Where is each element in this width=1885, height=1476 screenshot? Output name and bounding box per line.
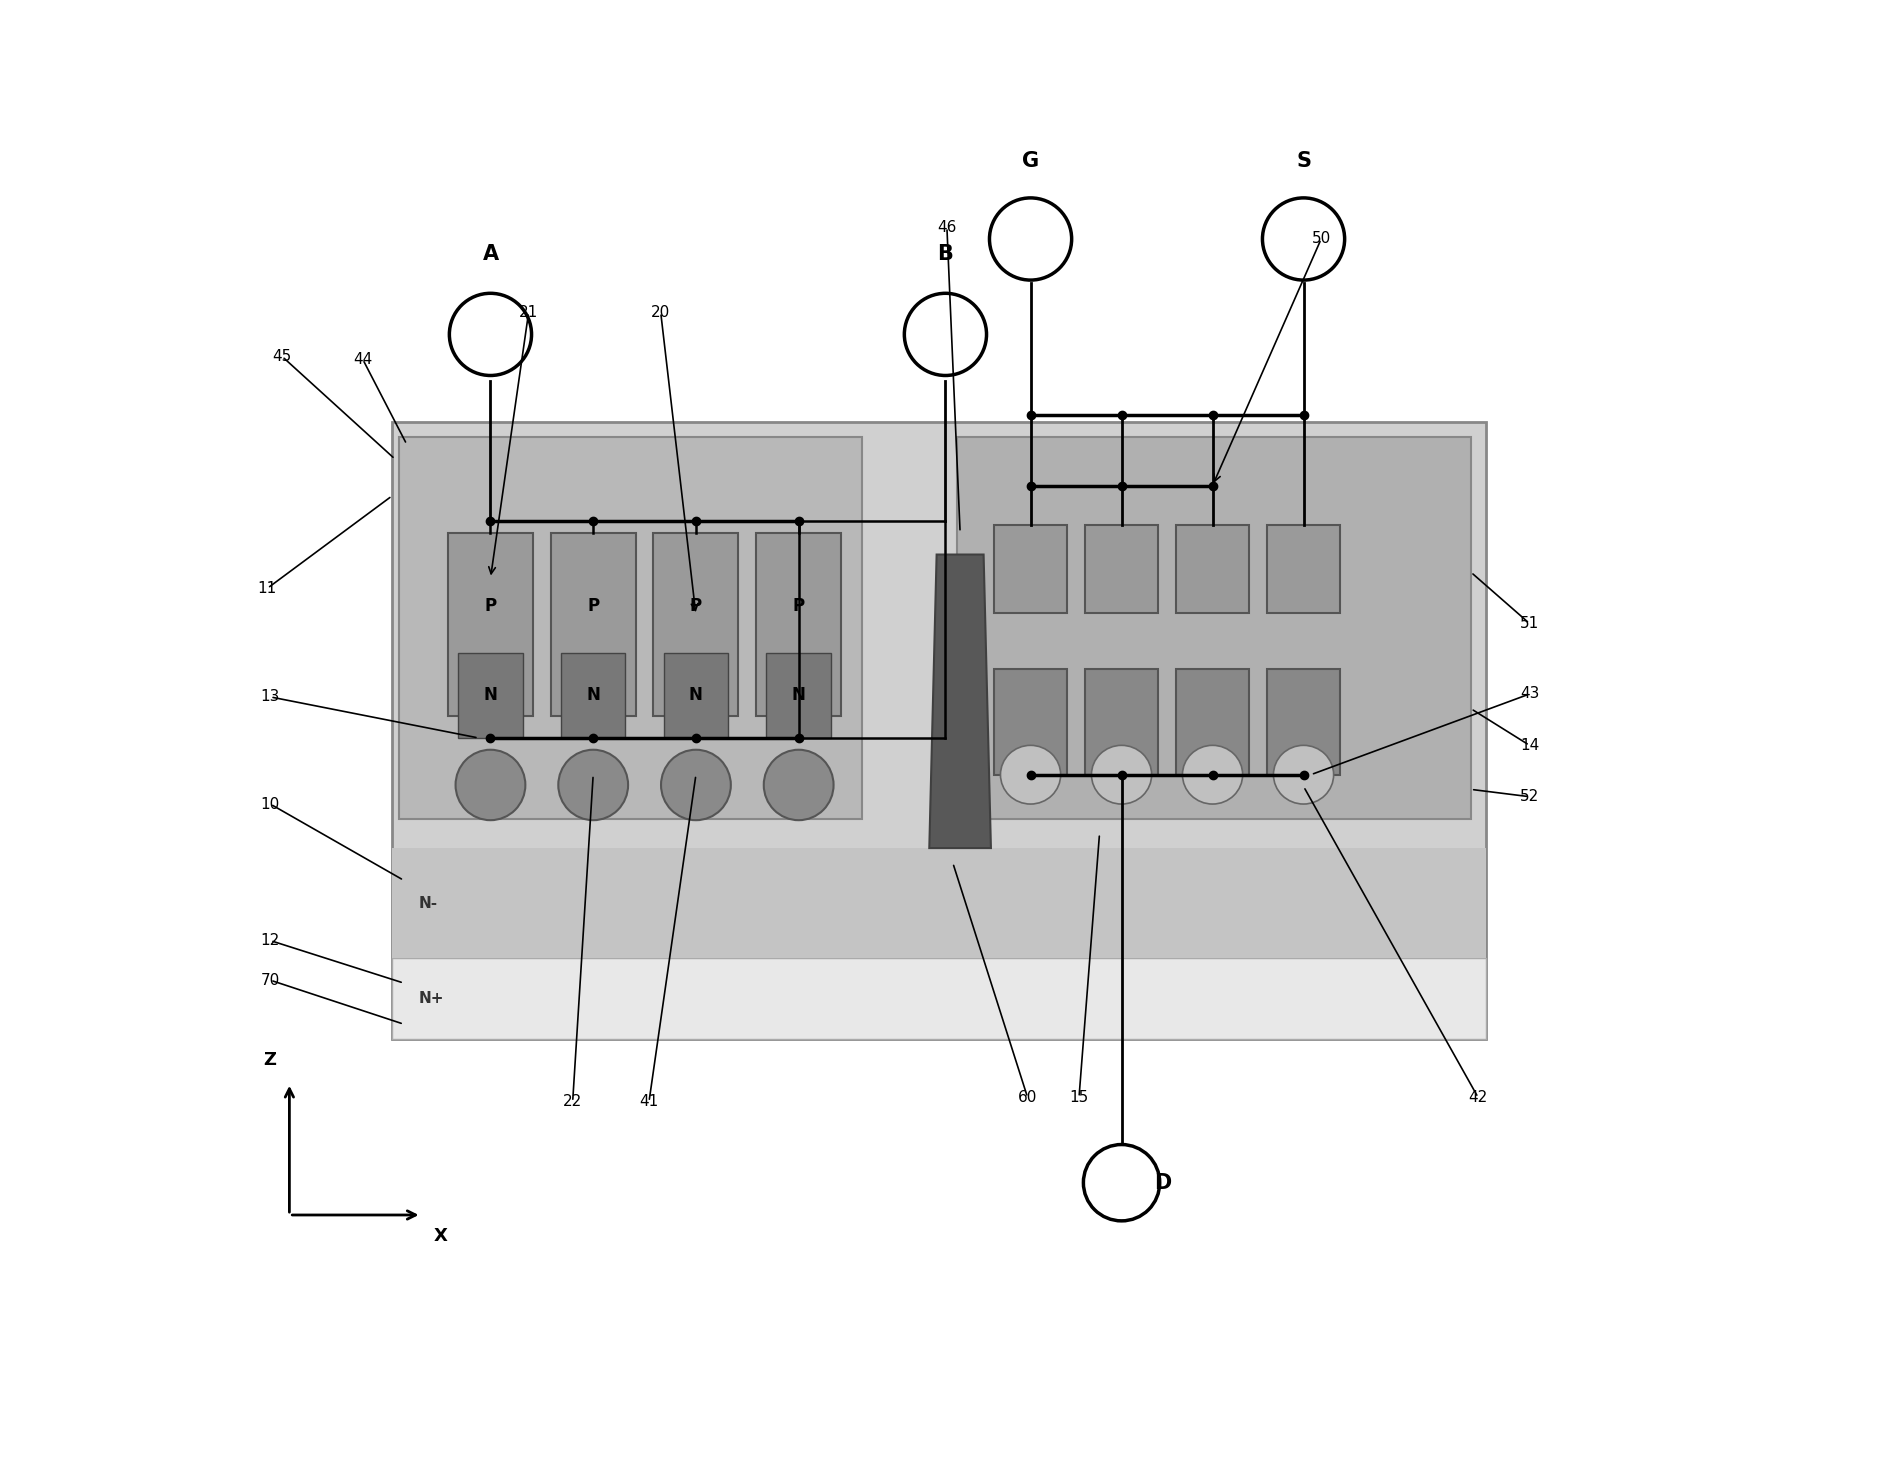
Bar	[1267, 669, 1340, 775]
Text: 11: 11	[258, 580, 277, 596]
Bar	[958, 437, 1470, 819]
Bar	[392, 422, 1485, 1039]
Text: 44: 44	[352, 351, 373, 368]
Polygon shape	[929, 555, 992, 849]
Ellipse shape	[1182, 745, 1242, 804]
Text: 22: 22	[564, 1095, 582, 1110]
Text: 43: 43	[1519, 686, 1540, 701]
Text: P: P	[586, 596, 599, 615]
Text: 14: 14	[1519, 738, 1540, 753]
Bar	[562, 652, 626, 738]
Bar	[400, 437, 861, 819]
Bar	[449, 533, 533, 716]
Text: N: N	[690, 686, 703, 704]
Bar	[392, 958, 1485, 1039]
Text: N: N	[792, 686, 805, 704]
Text: 10: 10	[260, 797, 281, 812]
Ellipse shape	[763, 750, 833, 821]
Ellipse shape	[662, 750, 731, 821]
Text: 42: 42	[1468, 1091, 1487, 1106]
Text: N-: N-	[418, 896, 437, 911]
Ellipse shape	[1091, 745, 1152, 804]
Circle shape	[905, 294, 986, 375]
Text: X: X	[434, 1228, 447, 1246]
Bar	[458, 652, 522, 738]
Text: D: D	[1154, 1173, 1171, 1193]
Text: Z: Z	[264, 1051, 275, 1069]
Ellipse shape	[558, 750, 628, 821]
Text: P: P	[792, 596, 805, 615]
Bar	[756, 533, 841, 716]
Circle shape	[449, 294, 532, 375]
Bar	[654, 533, 739, 716]
Ellipse shape	[456, 750, 526, 821]
Text: 13: 13	[260, 689, 281, 704]
Text: 60: 60	[1018, 1091, 1037, 1106]
Bar	[767, 652, 831, 738]
Bar	[664, 652, 728, 738]
Text: 52: 52	[1519, 790, 1540, 804]
Text: N: N	[484, 686, 498, 704]
Text: P: P	[690, 596, 701, 615]
Text: 21: 21	[518, 306, 539, 320]
Bar	[550, 533, 635, 716]
Text: 41: 41	[639, 1095, 658, 1110]
Ellipse shape	[1274, 745, 1333, 804]
Text: A: A	[483, 244, 498, 264]
Bar	[993, 669, 1067, 775]
Text: N+: N+	[418, 990, 445, 1007]
Text: 50: 50	[1312, 232, 1331, 246]
Bar	[1086, 669, 1157, 775]
Text: G: G	[1022, 152, 1039, 171]
Bar	[993, 525, 1067, 613]
Text: 20: 20	[650, 306, 671, 320]
Text: 70: 70	[260, 973, 281, 987]
Circle shape	[1084, 1144, 1159, 1221]
Bar	[1267, 525, 1340, 613]
Text: B: B	[937, 244, 954, 264]
Bar	[1086, 525, 1157, 613]
Bar	[392, 849, 1485, 958]
Bar	[1176, 669, 1250, 775]
Text: 45: 45	[273, 348, 292, 365]
Text: 12: 12	[260, 933, 281, 948]
Circle shape	[1263, 198, 1344, 280]
Text: P: P	[484, 596, 496, 615]
Text: 46: 46	[937, 220, 956, 235]
Bar	[1176, 525, 1250, 613]
Circle shape	[990, 198, 1073, 280]
Ellipse shape	[1001, 745, 1061, 804]
Text: N: N	[586, 686, 599, 704]
Text: 15: 15	[1069, 1091, 1090, 1106]
Text: S: S	[1297, 152, 1312, 171]
Text: 51: 51	[1519, 615, 1540, 632]
